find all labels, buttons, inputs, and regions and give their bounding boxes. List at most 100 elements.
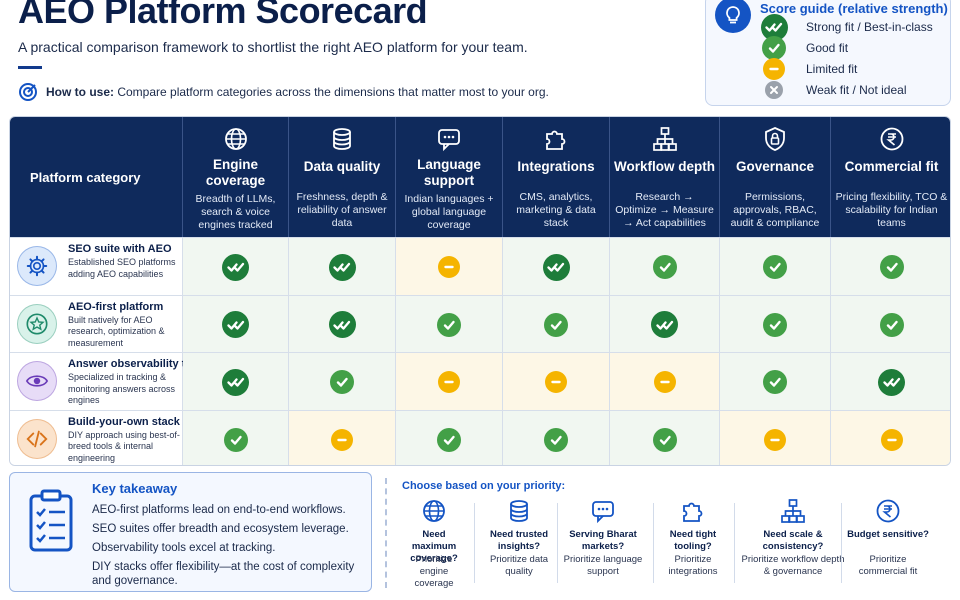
strong-fit-icon <box>542 253 570 281</box>
column-name: Engine coverage <box>205 157 266 188</box>
score-cell <box>610 238 720 296</box>
database-icon <box>506 498 532 524</box>
priority-answer: Prioritize data quality <box>489 554 549 577</box>
column-header: Data quality Freshness, depth & reliabil… <box>289 117 396 237</box>
score-cell <box>183 410 289 465</box>
row-description: Specialized in tracking & monitoring ans… <box>68 372 176 405</box>
score-guide-label: Weak fit / Not ideal <box>806 83 907 97</box>
limited-fit-icon <box>653 371 676 393</box>
star-icon <box>17 303 57 344</box>
priority-separator <box>653 503 654 583</box>
column-description: Freshness, depth & reliability of answer… <box>296 191 388 229</box>
page-title: AEO Platform Scorecard <box>18 0 428 31</box>
score-cell <box>720 410 831 465</box>
lightbulb-icon <box>715 0 751 33</box>
limited-fit-icon <box>545 371 567 393</box>
shield-icon <box>762 126 788 152</box>
priority-item: Need tight tooling? Prioritize integrati… <box>659 498 727 594</box>
score-guide-item: Strong fit / Best-in-class <box>758 13 933 41</box>
limited-fit-icon <box>763 58 785 80</box>
priority-item: Need maximum coverage? Prioritize engine… <box>401 498 467 594</box>
column-header: Commercial fit Pricing flexibility, TCO … <box>831 117 950 237</box>
table-row: AEO-first platform Built natively for AE… <box>10 294 950 354</box>
score-guide-item: Limited fit <box>758 58 857 80</box>
page-subtitle: A practical comparison framework to shor… <box>18 39 528 55</box>
score-cell <box>183 353 289 411</box>
good-fit-icon <box>763 255 787 279</box>
strong-fit-icon <box>651 311 678 338</box>
rupee-icon <box>875 498 901 524</box>
score-cell <box>831 295 950 354</box>
takeaway-line: Observability tools excel at tracking. <box>92 542 276 554</box>
row-header: SEO suite with AEO Established SEO platf… <box>10 238 183 296</box>
score-cell <box>503 353 610 411</box>
clipboard-checklist-icon <box>29 489 73 552</box>
priority-item: Need trusted insights? Prioritize data q… <box>480 498 558 594</box>
good-fit-icon <box>762 36 786 60</box>
limited-fit-icon <box>764 428 786 451</box>
column-header: Workflow depth Research → Optimize → Mea… <box>610 117 720 237</box>
target-icon <box>19 83 37 101</box>
score-guide: Score guide (relative strength) Strong f… <box>705 0 951 106</box>
row-name: Build-your-own stack <box>68 415 180 428</box>
score-cell <box>396 353 503 411</box>
priority-answer: Prioritize commercial fit <box>858 554 918 577</box>
priority-answer: Prioritize workflow depth & governance <box>741 554 845 577</box>
good-fit-icon <box>544 312 568 337</box>
rupee-icon <box>879 126 905 152</box>
score-cell <box>183 238 289 296</box>
priority-item: Need scale & consistency? Prioritize wor… <box>740 498 846 594</box>
strong-fit-icon <box>222 253 249 281</box>
priority-question: Need scale & consistency? <box>762 529 824 552</box>
score-cell <box>720 353 831 411</box>
takeaway-line: AEO-first platforms lead on end-to-end w… <box>92 504 346 516</box>
database-icon <box>329 126 355 152</box>
score-cell <box>503 238 610 296</box>
takeaway-line: DIY stacks offer flexibility—at the cost… <box>92 561 355 587</box>
row-description: Built natively for AEO research, optimiz… <box>68 314 165 348</box>
row-header: Answer observability tool Specialized in… <box>10 353 202 411</box>
limited-fit-icon <box>331 428 353 451</box>
score-cell <box>503 410 610 465</box>
score-cell <box>183 295 289 354</box>
platform-category-header: Platform category <box>10 117 183 237</box>
score-cell <box>610 353 720 411</box>
score-cell <box>720 238 831 296</box>
score-guide-item: Good fit <box>758 36 849 60</box>
row-name: SEO suite with AEO <box>68 243 172 255</box>
takeaway-line: SEO suites offer breadth and ecosystem l… <box>92 523 349 535</box>
score-cell <box>396 295 503 354</box>
priority-separator <box>557 503 558 583</box>
strong-fit-icon <box>878 368 905 396</box>
strong-fit-icon <box>328 311 356 338</box>
limited-fit-icon <box>880 428 903 451</box>
good-fit-icon <box>544 427 568 452</box>
globe-icon <box>421 498 447 524</box>
good-fit-icon <box>652 427 677 452</box>
row-name: Answer observability tool <box>68 358 202 370</box>
org-chart-icon <box>652 126 678 152</box>
org-chart-icon <box>780 498 806 524</box>
how-to-use-text: Compare platform categories across the d… <box>117 85 549 99</box>
how-to-use: How to use: Compare platform categories … <box>18 82 549 102</box>
good-fit-icon <box>763 312 787 337</box>
score-cell <box>289 238 396 296</box>
how-to-use-label: How to use: <box>46 85 114 99</box>
priority-answer: Prioritize engine coverage <box>414 554 454 589</box>
section-divider <box>385 478 387 588</box>
table-row: SEO suite with AEO Established SEO platf… <box>10 237 950 296</box>
score-guide-label: Good fit <box>806 41 849 55</box>
good-fit-icon <box>437 427 461 452</box>
column-description: Permissions, approvals, RBAC, audit & co… <box>730 191 820 229</box>
good-fit-icon <box>879 255 904 279</box>
strong-fit-icon <box>222 368 249 396</box>
score-cell <box>831 353 950 411</box>
column-description: CMS, analytics, marketing & data stack <box>516 191 596 229</box>
weak-fit-icon <box>765 81 783 99</box>
key-takeaway: Key takeaway AEO-first platforms lead on… <box>9 472 372 592</box>
row-name: AEO-first platform <box>68 300 164 313</box>
priority-question: Serving Bharat markets? <box>569 529 637 552</box>
column-description: Breadth of LLMs, search & voice engines … <box>195 193 276 231</box>
column-description: Pricing flexibility, TCO & scalability f… <box>835 191 948 229</box>
column-name: Workflow depth <box>614 159 715 174</box>
